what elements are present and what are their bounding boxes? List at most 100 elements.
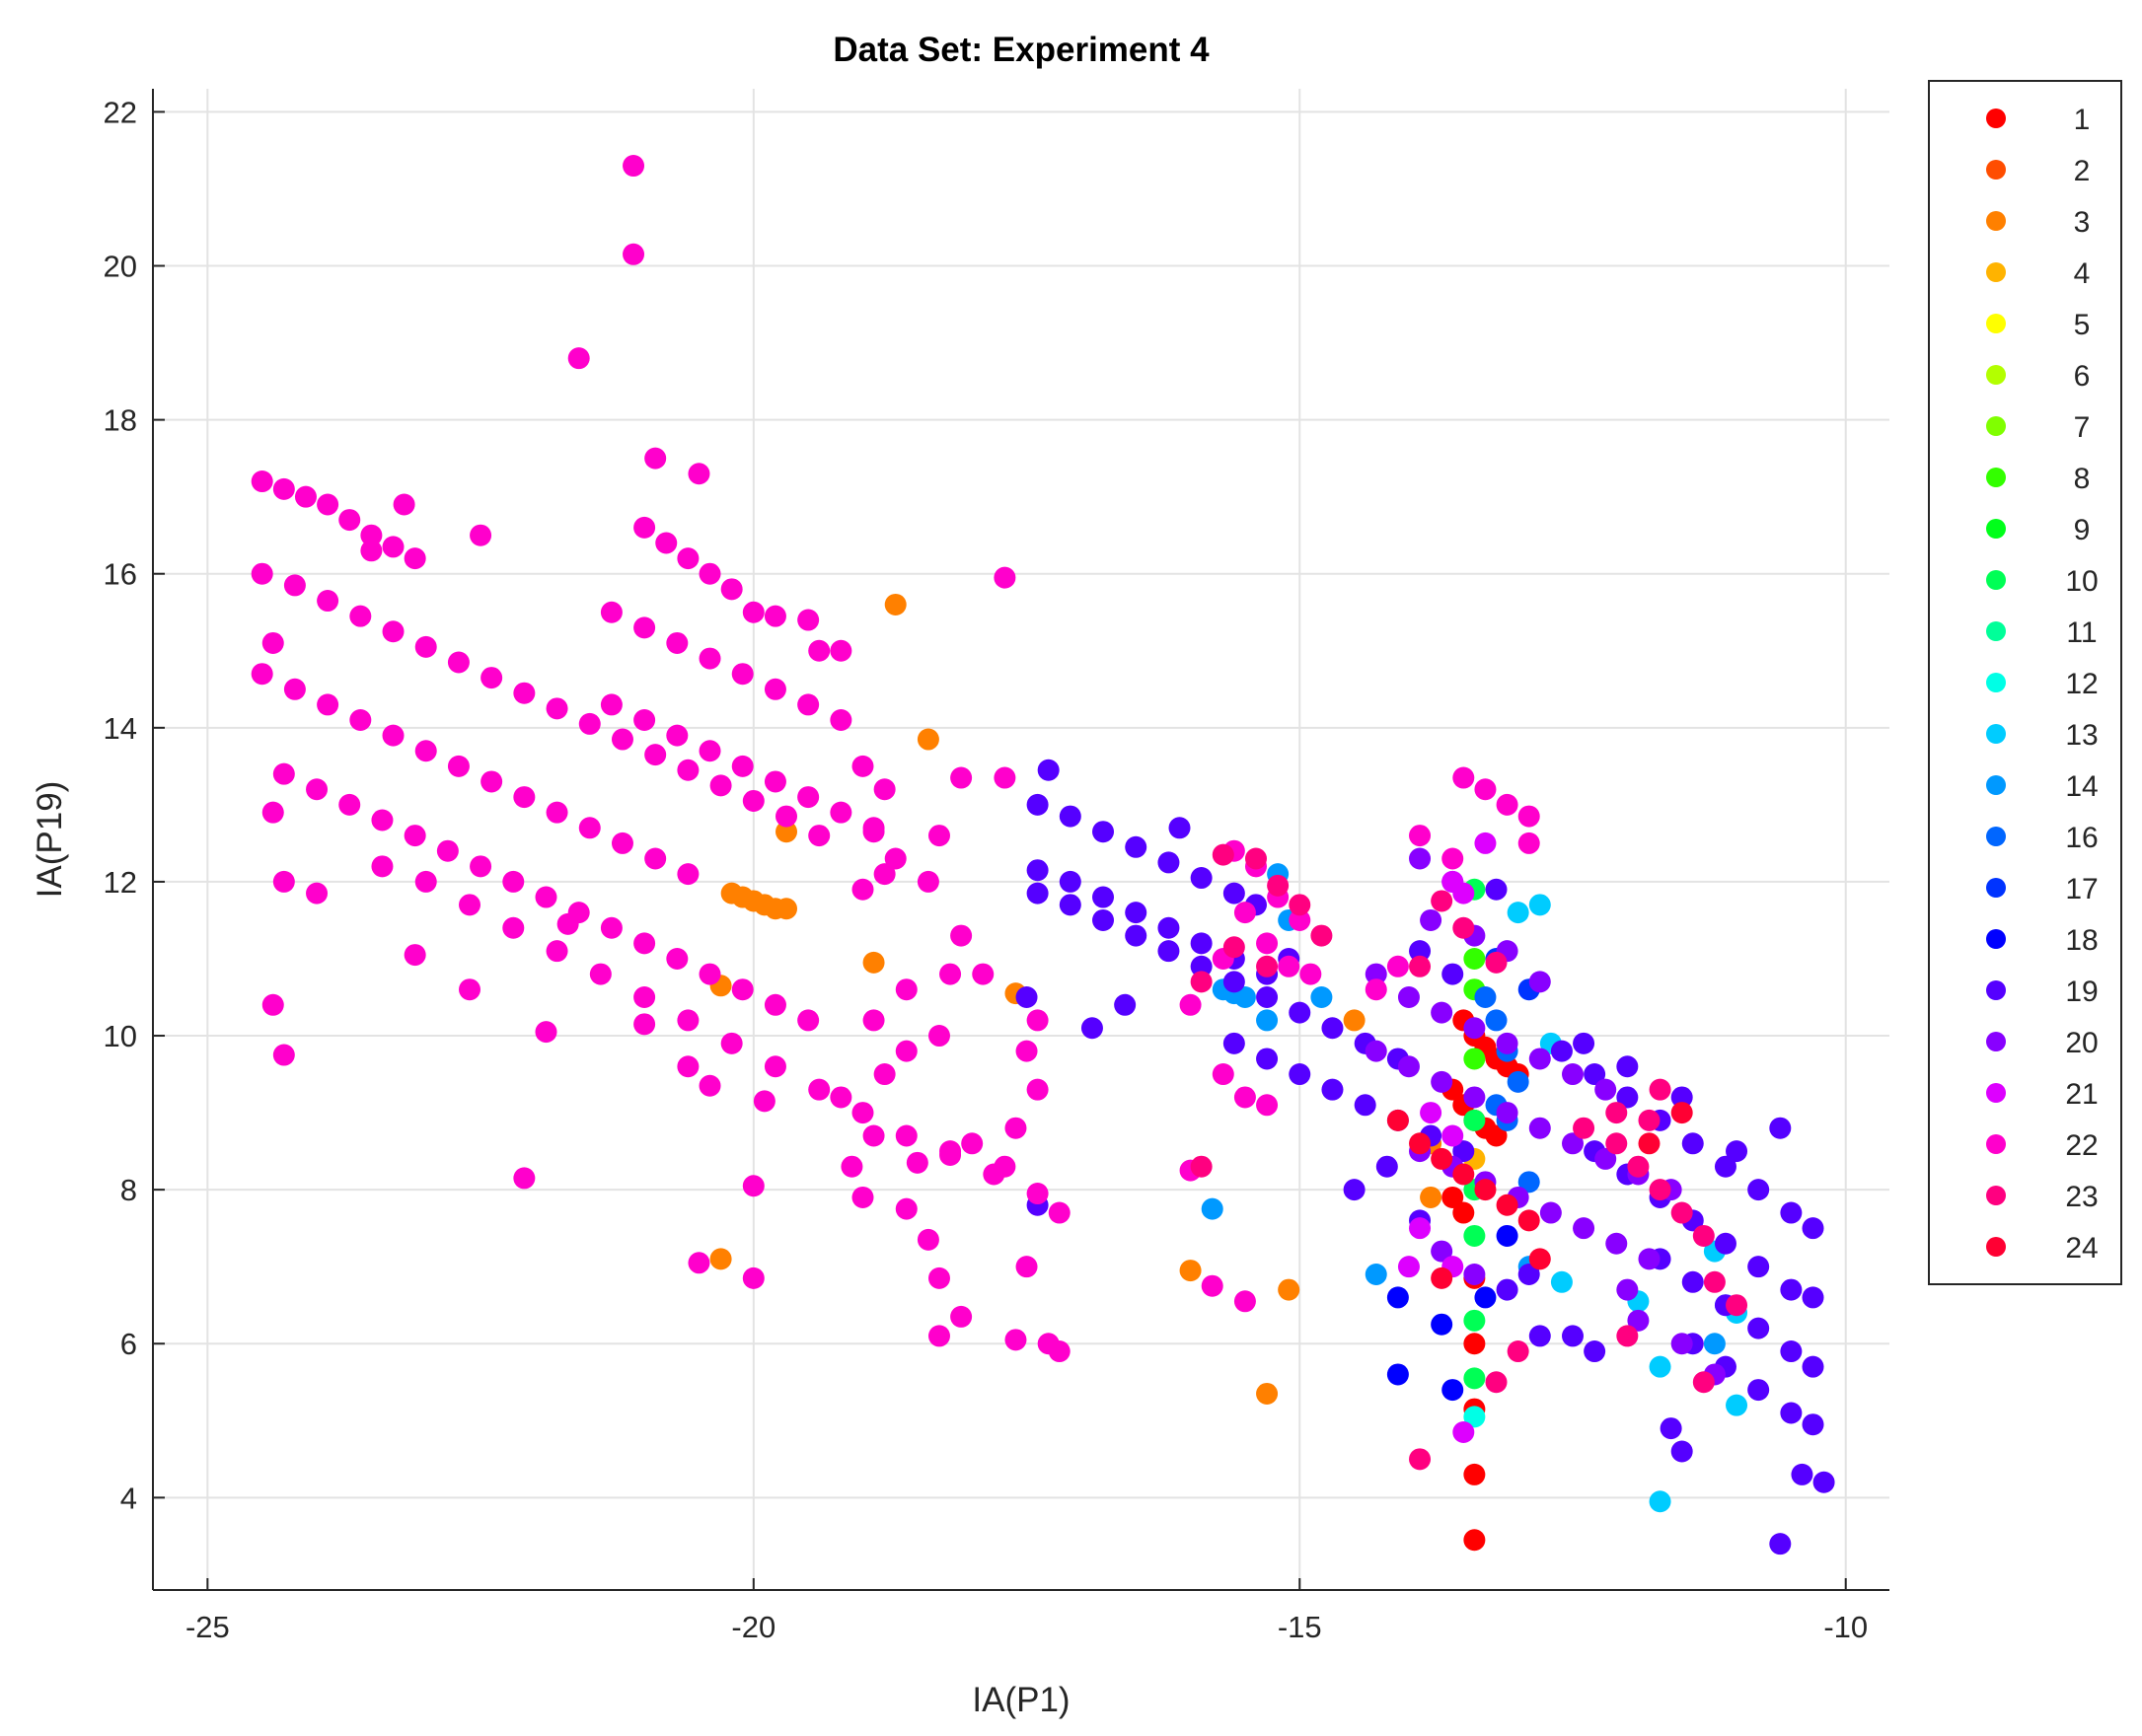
data-point xyxy=(459,894,481,916)
y-tick-label: 12 xyxy=(104,865,137,900)
data-point xyxy=(1463,947,1486,970)
legend-label: 3 xyxy=(2074,206,2091,239)
legend-label: 14 xyxy=(2065,770,2098,803)
legend-item: 19 xyxy=(1986,976,2099,1008)
data-point xyxy=(1802,1286,1824,1309)
legend-item: 13 xyxy=(1986,719,2099,752)
data-point xyxy=(1802,1217,1824,1240)
y-tick-label: 4 xyxy=(120,1481,137,1515)
data-point xyxy=(1026,859,1049,882)
legend-item: 17 xyxy=(1986,873,2099,905)
data-point xyxy=(1474,986,1497,1009)
data-point xyxy=(808,825,831,847)
data-point xyxy=(283,574,306,597)
data-point xyxy=(1037,759,1060,781)
data-point xyxy=(1616,1325,1639,1347)
legend-label: 19 xyxy=(2065,976,2098,1008)
data-point xyxy=(1059,894,1081,916)
y-tick-label: 16 xyxy=(104,557,137,592)
data-point xyxy=(1692,1371,1715,1394)
data-point xyxy=(1463,1017,1486,1040)
legend-label: 22 xyxy=(2065,1129,2098,1162)
legend-label: 21 xyxy=(2065,1078,2098,1111)
data-point xyxy=(1321,1078,1344,1101)
data-point xyxy=(1747,1379,1770,1402)
data-point xyxy=(994,566,1016,589)
data-point xyxy=(1670,1102,1693,1124)
data-point xyxy=(1310,986,1333,1009)
data-point xyxy=(1157,851,1180,874)
legend-marker xyxy=(1986,314,2006,333)
legend-item: 4 xyxy=(1986,257,2090,290)
data-point xyxy=(917,728,939,751)
data-point xyxy=(1627,1155,1650,1178)
data-point xyxy=(699,740,721,762)
data-point xyxy=(1256,1048,1279,1070)
data-point xyxy=(1289,1001,1311,1024)
data-point xyxy=(1517,1171,1540,1194)
data-point xyxy=(1474,1286,1497,1309)
data-point xyxy=(1233,1086,1256,1109)
legend-item: 22 xyxy=(1986,1129,2099,1162)
data-point xyxy=(1409,847,1432,870)
legend-marker xyxy=(1986,1032,2006,1051)
data-point xyxy=(1802,1413,1824,1436)
data-point xyxy=(251,470,273,493)
data-point xyxy=(1463,1463,1486,1485)
data-point xyxy=(1354,1094,1376,1117)
legend-label: 18 xyxy=(2065,924,2098,957)
data-point xyxy=(436,839,459,862)
data-point xyxy=(862,951,885,974)
data-point xyxy=(1507,902,1529,924)
data-point xyxy=(1496,1194,1518,1216)
data-point xyxy=(1015,1256,1038,1278)
data-point xyxy=(1496,793,1518,816)
data-point xyxy=(797,786,820,809)
legend-item: 6 xyxy=(1986,360,2090,393)
legend-marker xyxy=(1986,160,2006,180)
data-point xyxy=(1594,1147,1617,1170)
data-point xyxy=(764,1055,786,1078)
data-point xyxy=(1179,993,1202,1016)
data-point xyxy=(1080,1017,1103,1040)
data-point xyxy=(1703,1333,1726,1355)
data-point xyxy=(1026,1183,1049,1205)
data-point xyxy=(1573,1217,1595,1240)
data-point xyxy=(666,947,689,970)
data-point xyxy=(272,870,295,893)
data-point xyxy=(600,693,623,716)
data-point xyxy=(1397,1256,1420,1278)
data-point xyxy=(862,821,885,843)
data-point xyxy=(360,540,383,562)
data-point xyxy=(1780,1340,1803,1363)
data-point xyxy=(699,1074,721,1097)
data-point xyxy=(382,724,405,747)
data-point xyxy=(1539,1201,1562,1224)
data-point xyxy=(1463,1406,1486,1428)
data-point xyxy=(1365,963,1387,985)
data-point xyxy=(480,667,503,689)
data-point xyxy=(1222,971,1245,993)
data-point xyxy=(1474,832,1497,854)
data-point xyxy=(677,1009,700,1032)
data-point xyxy=(546,801,568,824)
data-point xyxy=(404,825,426,847)
legend-marker xyxy=(1986,827,2006,846)
data-point xyxy=(1431,1001,1453,1024)
data-point xyxy=(830,1086,852,1109)
data-point xyxy=(830,639,852,662)
data-point xyxy=(1747,1179,1770,1201)
data-point xyxy=(393,493,415,516)
data-point xyxy=(764,770,786,793)
data-point xyxy=(994,766,1016,789)
legend-label: 10 xyxy=(2065,565,2098,598)
y-tick-label: 14 xyxy=(104,711,137,746)
data-point xyxy=(655,532,678,554)
data-point xyxy=(1463,1529,1486,1552)
data-point xyxy=(1026,882,1049,904)
data-point xyxy=(1780,1278,1803,1301)
data-point xyxy=(1157,940,1180,963)
data-point xyxy=(1431,890,1453,912)
data-point xyxy=(1289,908,1311,931)
